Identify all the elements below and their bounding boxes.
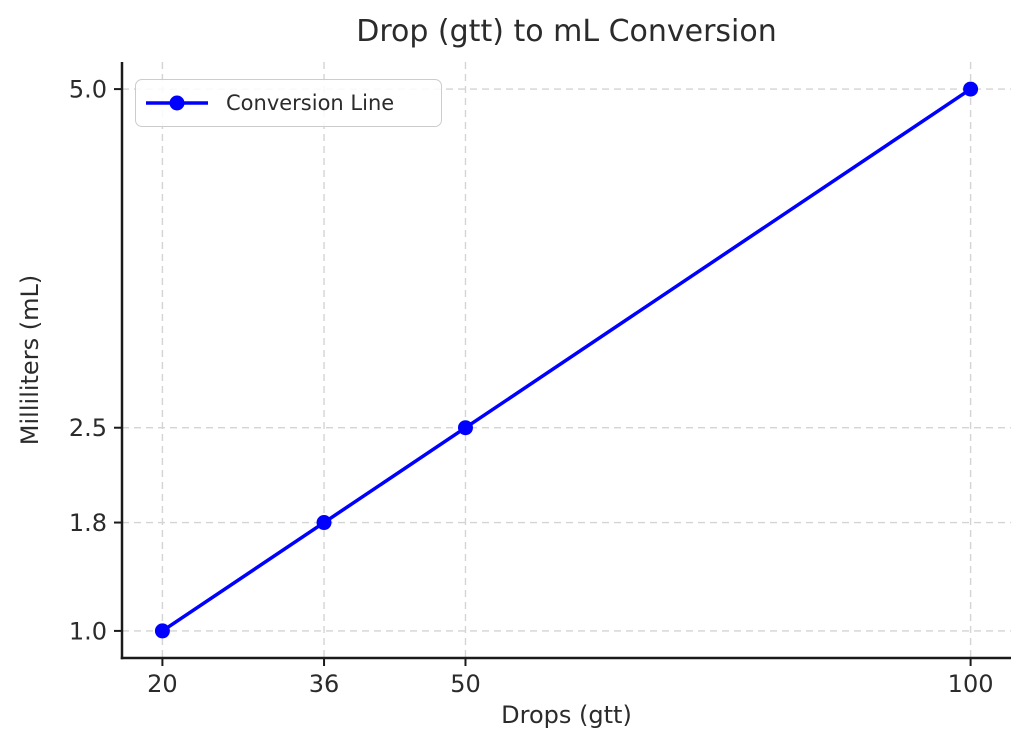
y-tick-label: 1.8: [69, 509, 107, 537]
x-tick-label: 20: [147, 670, 178, 698]
legend-entry-label: Conversion Line: [226, 91, 395, 115]
x-axis-label: Drops (gtt): [501, 701, 632, 729]
conversion-line: [160, 87, 973, 633]
data-point-marker: [316, 515, 332, 531]
x-tick-label: 36: [309, 670, 340, 698]
y-axis-label: Milliliters (mL): [16, 274, 44, 446]
legend-line-sample-icon: [146, 95, 208, 111]
x-tick-label: 50: [450, 670, 481, 698]
chart-title: Drop (gtt) to mL Conversion: [356, 14, 777, 49]
data-point-marker: [963, 81, 979, 97]
legend: Conversion Line: [135, 79, 442, 127]
x-tick-label: 100: [948, 670, 994, 698]
y-tick-label: 2.5: [69, 414, 107, 442]
y-tick-label: 1.0: [69, 617, 107, 645]
data-point-marker: [457, 420, 473, 436]
data-point-marker: [154, 623, 170, 639]
y-tick-label: 5.0: [69, 76, 107, 104]
